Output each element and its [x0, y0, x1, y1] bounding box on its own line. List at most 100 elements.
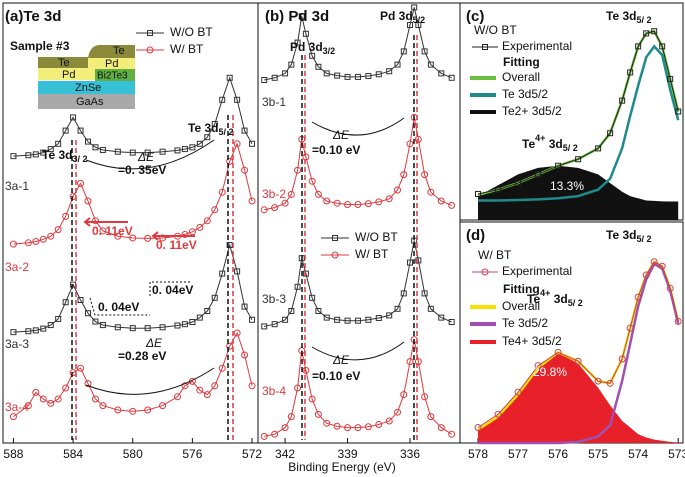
heading-main: Te 3d	[606, 9, 636, 23]
marker	[218, 364, 226, 372]
marker	[260, 206, 268, 214]
marker	[427, 413, 435, 421]
marker	[294, 283, 301, 290]
marker	[114, 324, 121, 331]
layer-label: Te	[113, 45, 125, 57]
marker	[482, 44, 488, 50]
arrow	[85, 139, 215, 170]
peak-label-main: Te 3d	[188, 121, 218, 135]
peak-label-sub: 5/2	[413, 15, 426, 25]
x-tick-label: 580	[123, 447, 143, 461]
layer-label: Pd	[105, 58, 118, 70]
marker	[437, 197, 445, 205]
legend-label: Experimental	[502, 39, 572, 53]
marker	[211, 294, 218, 301]
marker	[248, 382, 256, 390]
marker	[218, 188, 226, 196]
marker	[84, 197, 92, 205]
marker	[474, 424, 482, 432]
marker	[40, 325, 47, 332]
marker	[241, 351, 249, 359]
marker	[394, 186, 402, 194]
marker	[211, 121, 218, 127]
marker	[77, 179, 85, 187]
marker	[99, 402, 107, 410]
layer	[38, 57, 90, 68]
marker	[658, 262, 666, 270]
series-label: 3b-2	[262, 187, 286, 201]
marker	[438, 314, 445, 321]
x-tick-label: 588	[3, 447, 23, 461]
marker	[438, 70, 445, 77]
marker	[99, 322, 106, 329]
marker	[32, 327, 39, 334]
marker	[421, 48, 428, 55]
marker	[344, 201, 352, 209]
marker	[92, 144, 99, 151]
x-tick-label: 577	[508, 447, 528, 461]
marker	[650, 258, 658, 266]
marker	[394, 305, 401, 312]
marker	[241, 303, 248, 310]
marker	[281, 424, 289, 432]
marker	[575, 156, 582, 163]
marker	[114, 148, 121, 155]
marker	[77, 364, 85, 372]
marker	[211, 206, 219, 214]
marker	[84, 380, 92, 388]
marker	[667, 75, 674, 82]
peak-label-main: Pd 3d	[290, 40, 323, 54]
marker	[344, 424, 352, 432]
marker	[174, 322, 181, 329]
guides	[71, 35, 418, 440]
x-tick-label: 572	[242, 447, 262, 461]
marker	[514, 388, 522, 396]
marker	[32, 151, 39, 158]
layer-label: Bi2Te3	[97, 71, 128, 82]
marker	[25, 152, 32, 159]
marker	[375, 198, 383, 206]
marker	[574, 357, 582, 365]
marker	[196, 386, 204, 394]
series-line	[264, 117, 452, 211]
marker	[47, 322, 54, 329]
marker	[248, 197, 256, 205]
peak-label: Te4+ 3d5/ 2	[522, 133, 578, 153]
marker	[114, 232, 122, 240]
series-label: 3b-3	[262, 292, 286, 306]
marker	[344, 317, 351, 324]
percent-label: 13.3%	[550, 179, 584, 193]
marker	[241, 127, 248, 134]
marker	[406, 358, 414, 366]
marker	[627, 69, 634, 76]
marker	[129, 325, 136, 332]
marker	[204, 134, 211, 141]
marker	[39, 235, 47, 243]
marker	[315, 63, 322, 70]
marker	[159, 234, 167, 242]
marker	[39, 395, 47, 403]
marker	[260, 432, 268, 440]
shift-label: 0. 04eV	[98, 300, 139, 314]
marker	[99, 227, 107, 235]
marker	[427, 61, 434, 68]
peak-label: Pd 3d3/2	[290, 40, 335, 56]
marker	[25, 328, 32, 335]
marker	[233, 329, 241, 337]
marker	[62, 384, 70, 392]
marker	[448, 319, 455, 325]
marker	[302, 30, 309, 37]
marker	[555, 162, 562, 169]
marker	[334, 72, 341, 79]
marker	[282, 70, 289, 77]
marker	[675, 108, 682, 115]
series-label: 3a-2	[5, 260, 29, 274]
marker	[287, 413, 295, 421]
marker	[129, 407, 137, 415]
marker	[241, 166, 249, 174]
marker	[315, 308, 322, 314]
marker	[47, 146, 54, 153]
marker	[62, 212, 70, 220]
marker	[334, 316, 341, 323]
